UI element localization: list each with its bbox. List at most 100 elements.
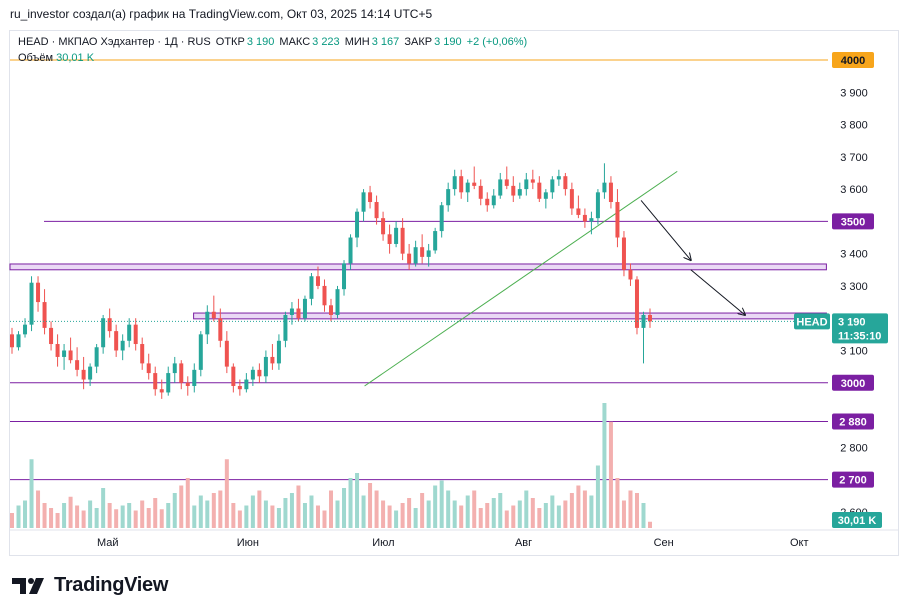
candle-body: [309, 276, 314, 299]
candle-body: [140, 344, 145, 364]
volume-bar: [140, 500, 145, 528]
open-value: 3 190: [246, 36, 275, 48]
candle-body: [472, 182, 477, 186]
candle-body: [75, 360, 80, 370]
candle-body: [394, 227, 399, 244]
annotation-arrow: [690, 269, 745, 315]
volume-bar: [270, 505, 275, 528]
candle-body: [49, 327, 54, 345]
candle-body: [42, 302, 47, 328]
x-tick-label: Сен: [654, 537, 674, 549]
volume-bar: [491, 498, 496, 528]
volume-bar: [49, 508, 54, 528]
candle-body: [185, 382, 190, 386]
candle-body: [511, 185, 516, 196]
volume-bar: [276, 508, 281, 528]
volume-bar: [55, 513, 60, 528]
volume-bar: [16, 505, 21, 528]
volume-bar: [465, 495, 470, 528]
candle-body: [29, 282, 34, 325]
volume-bar: [211, 493, 216, 528]
tradingview-logo[interactable]: TradingView: [12, 574, 168, 597]
high-value: 3 223: [312, 36, 340, 48]
candle-body: [517, 189, 522, 196]
volume-bar: [355, 473, 360, 528]
volume-bar: [634, 493, 639, 528]
volume-label[interactable]: Объём: [18, 52, 54, 64]
candle-body: [224, 340, 229, 367]
candle-body: [250, 369, 255, 380]
candle-body: [543, 192, 548, 199]
attribution-text: ru_investor создал(а) график на TradingV…: [10, 7, 433, 21]
volume-value: 30,01 K: [56, 52, 95, 64]
symbol-label[interactable]: HEAD · МКПАО Хэдхантер · 1Д · RUS: [18, 36, 211, 48]
volume-bar: [361, 495, 366, 528]
volume-bar: [224, 459, 229, 528]
y-tick-label: 2 800: [840, 442, 868, 454]
candle-body: [146, 363, 151, 374]
candle-body: [342, 263, 347, 290]
volume-bar: [231, 503, 236, 528]
ohlc-legend: HEAD · МКПАО Хэдхантер · 1Д · RUS ОТКР 3 …: [18, 36, 529, 48]
candle-body: [289, 308, 294, 315]
volume-bar: [218, 490, 223, 528]
volume-bar: [10, 513, 14, 528]
candle-body: [608, 182, 613, 203]
candle-body: [322, 285, 327, 306]
volume-bar: [62, 503, 67, 528]
annotation-arrow: [640, 200, 691, 260]
volume-badge: [832, 512, 882, 528]
volume-bar: [648, 521, 652, 528]
candle-body: [296, 308, 301, 319]
candle-body: [55, 344, 60, 357]
volume-bar: [81, 510, 86, 528]
candle-body: [491, 195, 496, 206]
candle-body: [368, 192, 373, 203]
volume-bar: [172, 493, 177, 528]
volume-bar: [146, 508, 151, 528]
candle-body: [107, 318, 112, 332]
volume-bar: [628, 490, 633, 528]
volume-bar: [556, 505, 561, 528]
volume-bar: [302, 503, 307, 528]
volume-bar: [185, 478, 190, 528]
close-value: 3 190: [434, 36, 462, 48]
volume-bar: [504, 510, 509, 528]
x-tick-label: Окт: [790, 537, 809, 549]
volume-bar: [472, 490, 477, 528]
candle-body: [569, 189, 574, 209]
volume-bar: [543, 503, 548, 528]
volume-bar: [485, 503, 490, 528]
x-tick-label: Авг: [515, 537, 532, 549]
candle-body: [94, 347, 99, 367]
candle-body: [504, 179, 509, 186]
candle-body: [361, 192, 366, 212]
volume-bar: [517, 500, 522, 528]
volume-bar: [569, 493, 574, 528]
volume-bar: [608, 421, 613, 528]
volume-bar: [289, 493, 294, 528]
candle-body: [329, 305, 333, 315]
volume-bar: [582, 490, 587, 528]
y-tick-label: 3 700: [840, 152, 868, 164]
candle-body: [648, 314, 652, 322]
volume-bar: [42, 503, 47, 528]
candle-body: [153, 373, 158, 390]
candle-body: [582, 214, 587, 222]
price-level-label: 3000: [841, 378, 865, 390]
low-label: МИН: [344, 36, 370, 48]
candle-body: [10, 334, 14, 348]
support-zone: [9, 263, 827, 271]
volume-bar: [166, 503, 171, 528]
symbol-badge-label: HEAD: [796, 316, 827, 328]
support-zone: [193, 312, 827, 320]
candle-body: [628, 269, 633, 280]
volume-bar: [120, 505, 125, 528]
close-label: ЗАКР: [404, 36, 433, 48]
candle-body: [537, 182, 542, 199]
candle-body: [244, 379, 249, 390]
candle-body: [237, 385, 242, 390]
candle-body: [179, 363, 184, 383]
volume-bar: [237, 510, 242, 528]
